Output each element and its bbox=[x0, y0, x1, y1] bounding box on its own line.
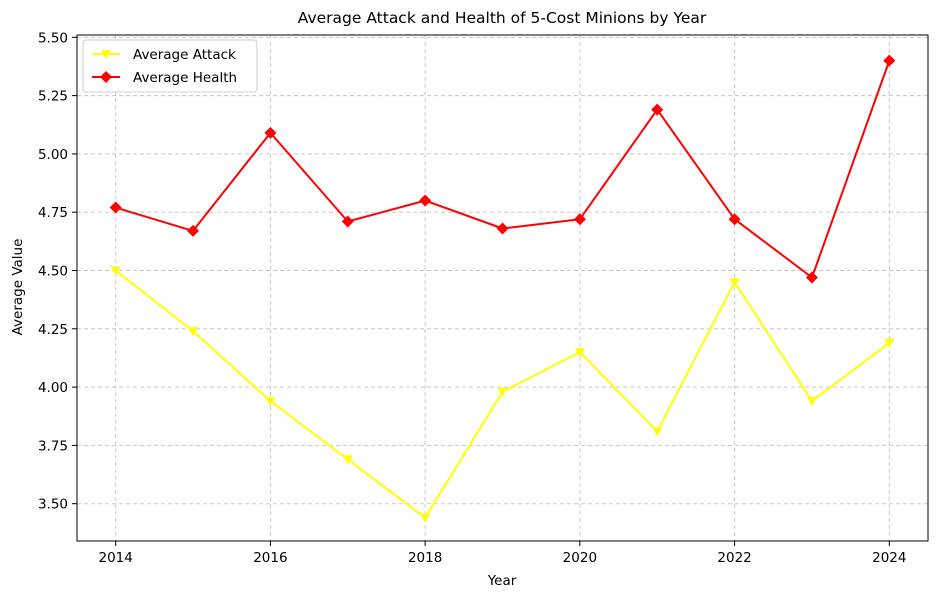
data-point-health bbox=[651, 103, 664, 116]
data-point-attack bbox=[188, 327, 199, 337]
legend-label-attack: Average Attack bbox=[133, 47, 236, 63]
series-line-health bbox=[115, 60, 891, 279]
data-point-attack bbox=[729, 278, 740, 288]
y-tick-label: 5.00 bbox=[38, 147, 68, 163]
data-point-attack bbox=[652, 427, 663, 437]
data-point-health bbox=[496, 222, 509, 235]
data-point-health bbox=[341, 215, 354, 228]
triangle-down-icon bbox=[101, 50, 111, 59]
x-tick-label: 2018 bbox=[408, 550, 442, 566]
plot-area-frame bbox=[76, 34, 929, 542]
data-point-attack bbox=[265, 397, 276, 407]
legend-box bbox=[82, 39, 258, 93]
x-tick-label: 2014 bbox=[99, 550, 133, 566]
y-tick-label: 4.75 bbox=[38, 205, 68, 221]
y-axis-label: Average Value bbox=[10, 239, 26, 336]
data-point-attack bbox=[884, 338, 895, 348]
x-tick-label: 2016 bbox=[253, 550, 287, 566]
x-tick-label: 2022 bbox=[717, 550, 751, 566]
y-tick-label: 5.25 bbox=[38, 89, 68, 105]
x-tick-label: 2024 bbox=[872, 550, 906, 566]
data-point-health bbox=[187, 224, 200, 237]
y-axis: 3.50 3.75 4.00 4.25 4.50 4.75 5.00 5.25 5.50 bbox=[38, 30, 77, 513]
data-point-health bbox=[419, 194, 432, 207]
legend-label-health: Average Health bbox=[133, 70, 237, 86]
data-point-attack bbox=[806, 397, 817, 407]
data-point-health bbox=[264, 126, 277, 139]
series-lines bbox=[109, 54, 896, 523]
y-tick-label: 5.50 bbox=[38, 30, 68, 46]
y-tick-label: 3.75 bbox=[38, 438, 68, 454]
y-tick-label: 3.50 bbox=[38, 497, 68, 513]
chart-title: Average Attack and Health of 5-Cost Mini… bbox=[298, 9, 707, 27]
data-point-attack bbox=[342, 455, 353, 465]
data-point-health bbox=[883, 54, 896, 67]
x-axis-label: Year bbox=[487, 573, 517, 589]
x-tick-label: 2020 bbox=[563, 550, 597, 566]
data-point-attack bbox=[420, 513, 431, 523]
y-tick-label: 4.25 bbox=[38, 322, 68, 338]
data-point-health bbox=[805, 271, 818, 284]
data-point-health bbox=[573, 213, 586, 226]
data-point-attack bbox=[574, 348, 585, 358]
legend-entry-attack: Average Attack bbox=[92, 47, 236, 63]
x-axis: 2014 2016 2018 2020 2022 2024 bbox=[99, 541, 906, 566]
data-point-health bbox=[728, 213, 741, 226]
y-tick-label: 4.00 bbox=[38, 380, 68, 396]
grid-lines bbox=[77, 35, 928, 541]
y-tick-label: 4.50 bbox=[38, 264, 68, 280]
data-point-attack bbox=[497, 387, 508, 397]
legend: Average Attack Average Health bbox=[82, 39, 258, 93]
data-point-health bbox=[109, 201, 122, 214]
diamond-icon bbox=[100, 71, 112, 83]
data-point-attack bbox=[110, 266, 121, 276]
legend-entry-health: Average Health bbox=[92, 70, 237, 86]
